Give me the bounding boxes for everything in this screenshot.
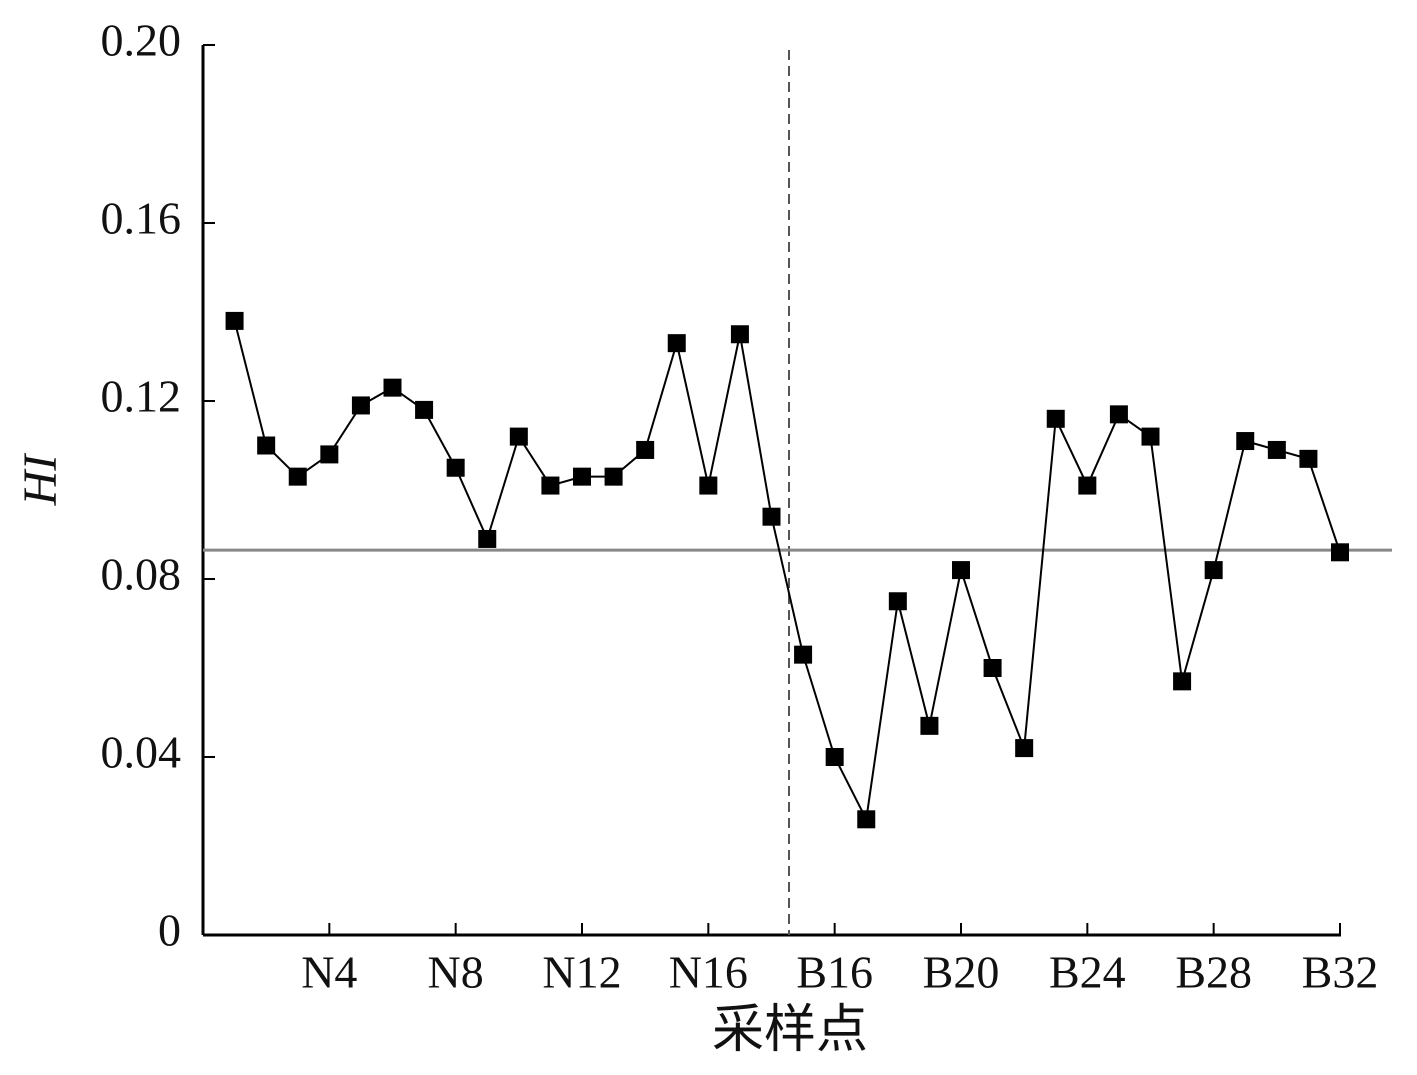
data-marker (1109, 405, 1128, 424)
data-marker (1236, 432, 1255, 451)
data-marker (509, 427, 528, 446)
data-marker (257, 436, 276, 455)
data-marker (1331, 543, 1349, 562)
data-marker (320, 445, 339, 464)
x-tick-label: B16 (796, 947, 873, 998)
data-marker (1046, 409, 1065, 428)
y-tick-label: 0.20 (101, 15, 182, 66)
data-marker (415, 400, 434, 419)
data-marker (920, 716, 939, 735)
data-marker (573, 467, 591, 486)
data-marker (825, 748, 844, 766)
x-tick-label: B32 (1302, 947, 1379, 998)
data-marker (288, 467, 307, 486)
data-marker (952, 561, 970, 580)
x-axis-label: 采样点 (712, 1002, 868, 1059)
data-marker (667, 334, 686, 353)
x-tick-label: B28 (1175, 947, 1252, 998)
data-marker (541, 476, 560, 495)
x-tick-label: N16 (669, 947, 748, 998)
data-marker (762, 507, 781, 526)
data-marker (1267, 440, 1286, 459)
x-tick-label: B24 (1049, 947, 1126, 998)
data-marker (983, 659, 1002, 677)
data-marker (636, 440, 655, 459)
y-tick-label: 0.12 (101, 371, 182, 422)
data-marker (383, 378, 402, 397)
data-marker (225, 311, 244, 330)
data-marker (478, 529, 497, 548)
data-marker (1299, 449, 1318, 468)
data-marker (446, 458, 465, 477)
data-marker (1173, 672, 1192, 691)
data-marker (857, 810, 876, 829)
data-marker (730, 325, 749, 344)
x-tick-label: N8 (428, 947, 484, 998)
data-marker (888, 592, 907, 611)
data-marker (351, 396, 370, 415)
x-tick-label: N4 (301, 947, 357, 998)
y-tick-label: 0 (158, 905, 181, 956)
data-marker (1015, 739, 1034, 758)
y-tick-label: 0.08 (101, 549, 182, 600)
data-marker (794, 645, 813, 664)
data-marker (1141, 427, 1160, 446)
data-marker (1078, 476, 1097, 495)
y-tick-label: 0.16 (101, 193, 182, 244)
x-tick-label: B20 (923, 947, 1000, 998)
data-marker (699, 476, 718, 495)
y-tick-label: 0.04 (101, 727, 182, 778)
y-axis-label: HI (14, 453, 67, 507)
x-tick-label: N12 (542, 947, 621, 998)
data-marker (1204, 561, 1223, 580)
data-marker (604, 467, 623, 486)
